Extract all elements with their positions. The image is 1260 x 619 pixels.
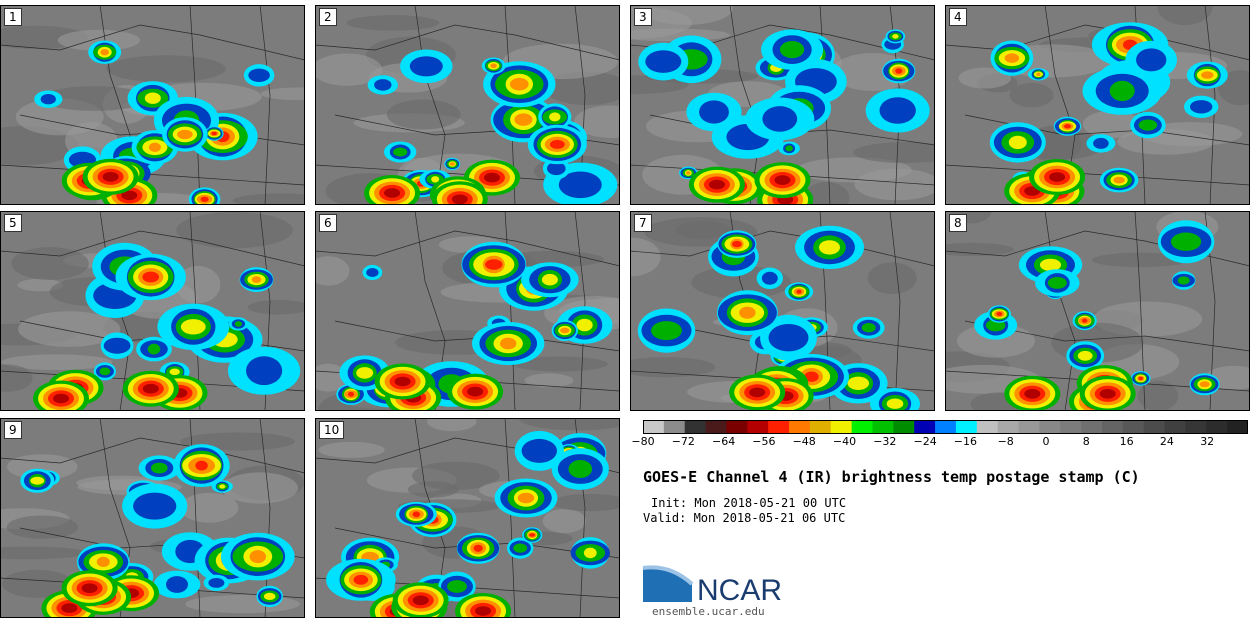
colorbar-tick-label: −32 bbox=[873, 435, 897, 448]
colorbar-tick-label: −40 bbox=[832, 435, 857, 448]
colorbar-bin bbox=[830, 420, 853, 434]
panel-label: 4 bbox=[949, 8, 967, 26]
panel-label: 10 bbox=[319, 421, 345, 439]
panel-label: 5 bbox=[4, 214, 22, 232]
map-panel-3: 3 bbox=[630, 5, 935, 205]
colorbar-bin bbox=[747, 420, 769, 434]
colorbar-ticks: −80 −72 −64 −56 −48 −40 −32 −24 −16 −8 0 8 16 24 32 bbox=[631, 435, 1248, 449]
satellite-map bbox=[945, 211, 1250, 411]
colorbar-tick-label: −16 bbox=[953, 435, 977, 448]
satellite-map bbox=[945, 5, 1250, 205]
map-panel-8: 8 bbox=[945, 211, 1250, 411]
colorbar-tick-label: −72 bbox=[671, 435, 695, 448]
panel-label: 6 bbox=[319, 214, 337, 232]
colorbar-tick-label: −24 bbox=[913, 435, 937, 448]
satellite-map bbox=[0, 211, 305, 411]
map-panel-1: 1 bbox=[0, 5, 305, 205]
colorbar-bin bbox=[935, 420, 957, 434]
colorbar-bin bbox=[1101, 420, 1124, 434]
colorbar-bin bbox=[1018, 420, 1040, 434]
panel-label: 9 bbox=[4, 421, 22, 439]
colorbar-bin bbox=[976, 420, 999, 434]
colorbar-bin bbox=[1227, 420, 1248, 434]
colorbar-bin bbox=[663, 420, 686, 434]
valid-time: Valid: Mon 2018-05-21 06 UTC bbox=[643, 511, 846, 525]
panel-label: 8 bbox=[949, 214, 967, 232]
colorbar-bin bbox=[643, 420, 665, 434]
panel-label: 1 bbox=[4, 8, 22, 26]
colorbar-bin bbox=[1081, 420, 1103, 434]
satellite-map bbox=[315, 418, 620, 618]
colorbar-tick-label: −8 bbox=[997, 435, 1014, 448]
satellite-map bbox=[0, 5, 305, 205]
satellite-map bbox=[630, 211, 935, 411]
colorbar-bin bbox=[789, 420, 811, 434]
colorbar-bin bbox=[705, 420, 727, 434]
colorbar-bin bbox=[684, 420, 707, 434]
panel-label: 2 bbox=[319, 8, 337, 26]
colorbar-bin bbox=[726, 420, 748, 434]
colorbar-bin bbox=[955, 420, 978, 434]
colorbar-tick-label: 16 bbox=[1119, 435, 1134, 448]
init-time: Init: Mon 2018-05-21 00 UTC bbox=[651, 496, 847, 510]
satellite-map bbox=[0, 418, 305, 618]
colorbar-bin bbox=[1122, 420, 1145, 434]
colorbar-tick-label: −56 bbox=[752, 435, 776, 448]
ncar-logo: NCAR bbox=[642, 565, 782, 604]
map-panel-6: 6 bbox=[315, 211, 620, 411]
panel-label: 3 bbox=[634, 8, 652, 26]
colorbar-tick-label: 24 bbox=[1159, 435, 1174, 448]
panel-label: 7 bbox=[634, 214, 652, 232]
satellite-map bbox=[630, 5, 935, 205]
colorbar-bin bbox=[872, 420, 894, 434]
colorbar-tick-label: 32 bbox=[1200, 435, 1215, 448]
map-panel-7: 7 bbox=[630, 211, 935, 411]
colorbar-bin bbox=[1039, 420, 1061, 434]
map-panel-10: 10 bbox=[315, 418, 620, 618]
logo-url: ensemble.ucar.edu bbox=[652, 605, 765, 618]
colorbar-tick-label: −48 bbox=[792, 435, 816, 448]
colorbar-tick-label: 0 bbox=[1042, 435, 1050, 448]
map-panel-5: 5 bbox=[0, 211, 305, 411]
colorbar-bin bbox=[809, 420, 832, 434]
map-panel-2: 2 bbox=[315, 5, 620, 205]
colorbar-bin bbox=[1143, 420, 1166, 434]
colorbar-bin bbox=[851, 420, 873, 434]
logo-text: NCAR bbox=[697, 574, 782, 604]
satellite-map bbox=[315, 211, 620, 411]
colorbar-bin bbox=[997, 420, 1020, 434]
colorbar-bin bbox=[768, 420, 790, 434]
map-panel-4: 4 bbox=[945, 5, 1250, 205]
colorbar-bin bbox=[914, 420, 936, 434]
satellite-map bbox=[315, 5, 620, 205]
colorbar-bin bbox=[1206, 420, 1228, 434]
colorbar-bin bbox=[1185, 420, 1207, 434]
colorbar-tick-label: −64 bbox=[711, 435, 736, 448]
figure-title: GOES-E Channel 4 (IR) brightness temp po… bbox=[643, 468, 1140, 486]
colorbar-tick-label: 8 bbox=[1082, 435, 1090, 448]
colorbar-bin bbox=[1060, 420, 1082, 434]
colorbar-bin bbox=[1164, 420, 1186, 434]
colorbar-outline bbox=[643, 420, 1248, 434]
map-panel-9: 9 bbox=[0, 418, 305, 618]
colorbar-tick-label: −80 bbox=[631, 435, 655, 448]
colorbar-bin bbox=[893, 420, 915, 434]
colorbar bbox=[643, 420, 1248, 434]
